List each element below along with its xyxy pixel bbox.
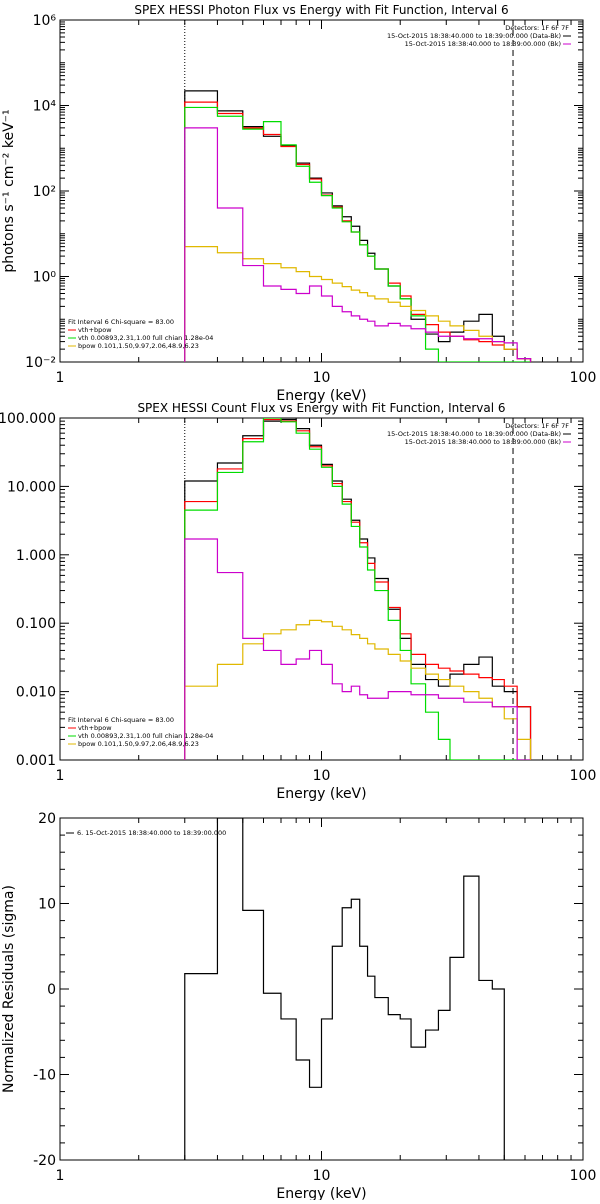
- series-residuals: [184, 818, 505, 1160]
- legend-entry: 15-Oct-2015 18:38:40.000 to 18:39:00.000…: [405, 438, 561, 446]
- y-tick-label: 0.001: [16, 753, 56, 769]
- y-tick-label: 10²: [33, 184, 56, 200]
- legend-entry: 6. 15-Oct-2015 18:38:40.000 to 18:39:00.…: [77, 829, 226, 837]
- y-axis-title: Normalized Residuals (sigma): [1, 885, 17, 1093]
- x-tick-label: 100: [570, 768, 597, 784]
- plot-area: [184, 90, 532, 362]
- y-tick-label: 100.000: [0, 411, 56, 427]
- chart-panel-2: SPEX HESSI Count Flux vs Energy with Fit…: [0, 401, 596, 802]
- y-tick-label: -20: [33, 1153, 56, 1169]
- legend-entry: 15-Oct-2015 18:38:40.000 to 18:39:00.000…: [387, 430, 561, 438]
- y-tick-label: 1.000: [16, 548, 56, 564]
- series-bpow: [184, 246, 532, 362]
- chart-title: SPEX HESSI Photon Flux vs Energy with Fi…: [134, 3, 508, 17]
- y-tick-label: 10⁶: [33, 13, 57, 29]
- series-vth: [184, 106, 531, 362]
- plot-area: [184, 418, 532, 760]
- y-axis-title: photons s⁻¹ cm⁻² keV⁻¹: [1, 109, 17, 272]
- chart-title: SPEX HESSI Count Flux vs Energy with Fit…: [137, 401, 505, 415]
- x-tick-label: 10: [313, 1168, 331, 1184]
- x-tick-label: 10: [313, 768, 331, 784]
- legend-entry: Fit Interval 6 Chi-square = 83.00: [68, 716, 174, 724]
- legend-entry: bpow 0.101,1.50,9.97,2.06,48.9,6.23: [78, 342, 199, 350]
- y-tick-label: 10⁴: [33, 99, 57, 115]
- legend-entry: vth+bpow: [78, 724, 112, 732]
- y-tick-label: 10.000: [7, 479, 56, 495]
- y-tick-label: 20: [38, 811, 56, 827]
- chart-panel-1: SPEX HESSI Photon Flux vs Energy with Fi…: [1, 3, 596, 404]
- y-tick-label: 0: [47, 982, 56, 998]
- y-tick-label: 10: [38, 897, 56, 913]
- x-tick-label: 1: [56, 768, 65, 784]
- x-axis-title: Energy (keV): [276, 1186, 366, 1200]
- legend-entry: bpow 0.101,1.50,9.97,2.06,48.9,6.23: [78, 740, 199, 748]
- plot-area: [184, 818, 505, 1160]
- y-tick-label: 0.100: [16, 616, 56, 632]
- x-axis-title: Energy (keV): [276, 786, 366, 802]
- x-tick-label: 10: [313, 370, 331, 386]
- legend-entry: 15-Oct-2015 18:38:40.000 to 18:39:00.000…: [387, 32, 561, 40]
- detectors-label: Detectors: 1F 6F 7F: [505, 24, 569, 32]
- series-bk: [184, 538, 531, 760]
- legend-entry: 15-Oct-2015 18:38:40.000 to 18:39:00.000…: [405, 40, 561, 48]
- legend-entry: vth+bpow: [78, 326, 112, 334]
- x-axis-title: Energy (keV): [276, 388, 366, 404]
- series-bpow: [184, 619, 532, 760]
- legend-entry: vth 0.00893,2.31,1.00 full chian 1.28e-0…: [78, 334, 213, 342]
- chart-panel-3: 1 10 100 -20 -10 0 10 20 Energy (keV) Normalized …: [1, 811, 597, 1202]
- x-tick-label: 1: [56, 370, 65, 386]
- legend-entry: vth 0.00893,2.31,1.00 full chian 1.28e-0…: [78, 732, 213, 740]
- legend-entry: Fit Interval 6 Chi-square = 83.00: [68, 318, 174, 326]
- x-tick-label: 1: [56, 1168, 65, 1184]
- series-vth: [184, 418, 531, 760]
- y-tick-label: 10⁻²: [25, 355, 56, 371]
- x-tick-label: 100: [570, 1168, 597, 1184]
- y-tick-label: 10⁰: [33, 270, 57, 286]
- y-tick-label: 0.010: [16, 685, 56, 701]
- y-tick-label: -10: [33, 1068, 56, 1084]
- detectors-label: Detectors: 1F 6F 7F: [505, 422, 569, 430]
- series-bk: [184, 127, 532, 362]
- x-tick-label: 100: [570, 370, 597, 386]
